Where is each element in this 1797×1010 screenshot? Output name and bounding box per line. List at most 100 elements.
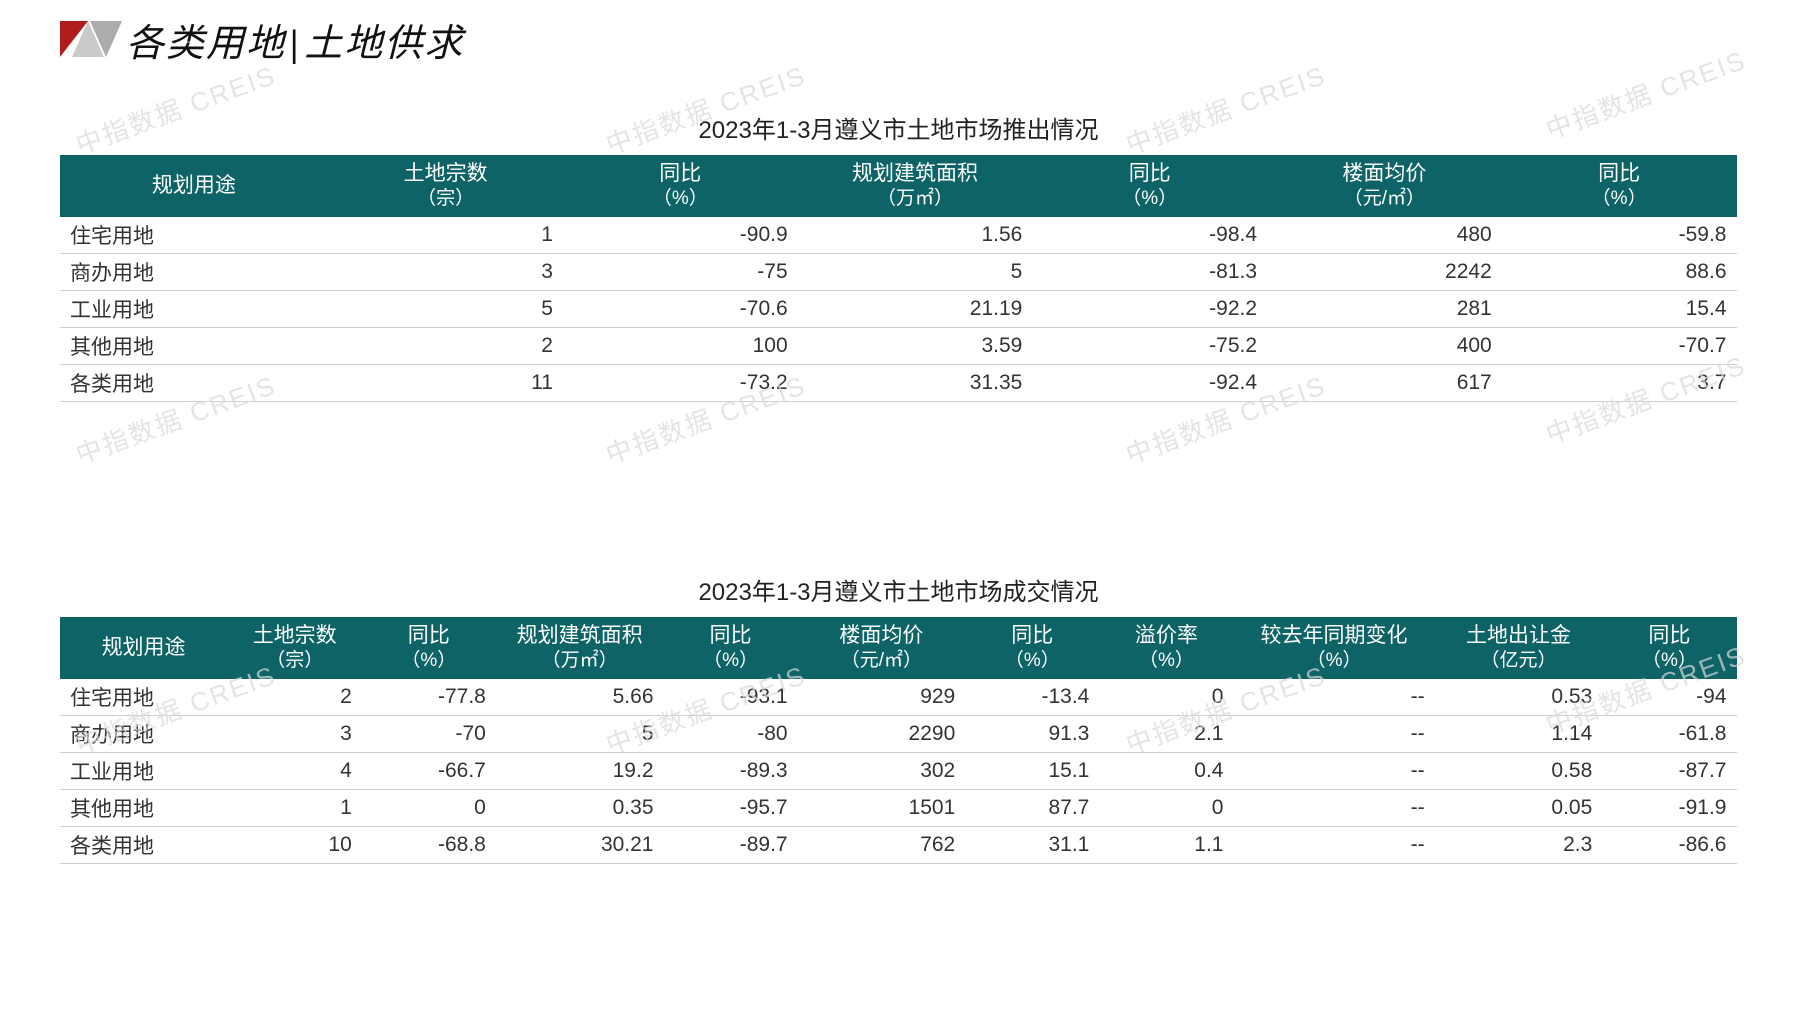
column-header: 同比（%） [1032, 155, 1267, 217]
cell-value: -13.4 [965, 679, 1099, 716]
table-row: 商办用地3-705-80229091.32.1--1.14-61.8 [60, 716, 1737, 753]
column-header-line1: 规划建筑面积 [517, 624, 643, 647]
column-header-line1: 土地宗数 [404, 162, 488, 185]
column-header-line2: （%） [668, 649, 793, 673]
cell-value: -94 [1602, 679, 1736, 716]
column-header: 同比（%） [664, 617, 798, 679]
column-header-line1: 土地出让金 [1466, 624, 1571, 647]
cell-value: -73.2 [563, 365, 798, 402]
row-label: 住宅用地 [60, 217, 328, 254]
cell-value: -77.8 [362, 679, 496, 716]
column-header: 规划建筑面积（万㎡） [798, 155, 1033, 217]
cell-value: 5.66 [496, 679, 664, 716]
table-row: 工业用地4-66.719.2-89.330215.10.4--0.58-87.7 [60, 753, 1737, 790]
table-row: 其他用地100.35-95.7150187.70--0.05-91.9 [60, 790, 1737, 827]
cell-value: 2 [228, 679, 362, 716]
column-header-line1: 溢价率 [1135, 624, 1198, 647]
column-header-line2: （%） [1607, 649, 1732, 673]
cell-value: 21.19 [798, 291, 1033, 328]
column-header: 同比（%） [965, 617, 1099, 679]
column-header: 同比（%） [1502, 155, 1737, 217]
cell-value: 0.05 [1435, 790, 1603, 827]
table-row: 住宅用地2-77.85.66-93.1929-13.40--0.53-94 [60, 679, 1737, 716]
cell-value: -98.4 [1032, 217, 1267, 254]
page-title: 各类用地|土地供求 [126, 12, 464, 67]
cell-value: -- [1233, 716, 1434, 753]
cell-value: 3 [228, 716, 362, 753]
cell-value: -70 [362, 716, 496, 753]
watermark-text: 中指数据 CREIS [70, 55, 281, 162]
cell-value: 1 [228, 790, 362, 827]
row-label: 商办用地 [60, 254, 328, 291]
column-header: 同比（%） [362, 617, 496, 679]
cell-value: 617 [1267, 365, 1502, 402]
column-header-line2: （%） [567, 187, 793, 211]
column-header-line2: （宗） [232, 649, 357, 673]
cell-value: 0 [1099, 790, 1233, 827]
cell-value: 2.1 [1099, 716, 1233, 753]
table-row: 工业用地5-70.621.19-92.228115.4 [60, 291, 1737, 328]
column-header-line1: 同比 [1011, 624, 1053, 647]
cell-value: -61.8 [1602, 716, 1736, 753]
cell-value: 0.35 [496, 790, 664, 827]
column-header-line2: （%） [366, 649, 491, 673]
title-right: 土地供求 [304, 23, 464, 65]
page-header: 各类用地|土地供求 [60, 0, 1737, 70]
row-label: 工业用地 [60, 291, 328, 328]
cell-value: 2 [328, 328, 563, 365]
column-header-line1: 规划用途 [152, 174, 236, 197]
table-row: 住宅用地1-90.91.56-98.4480-59.8 [60, 217, 1737, 254]
cell-value: -80 [664, 716, 798, 753]
cell-value: -- [1233, 679, 1434, 716]
cell-value: 30.21 [496, 827, 664, 864]
cell-value: 3.7 [1502, 365, 1737, 402]
cell-value: -- [1233, 753, 1434, 790]
column-header-line2: （万㎡） [500, 649, 659, 673]
column-header: 同比（%） [1602, 617, 1736, 679]
cell-value: -91.9 [1602, 790, 1736, 827]
cell-value: -86.6 [1602, 827, 1736, 864]
column-header-line1: 规划用途 [102, 636, 186, 659]
table1-title: 2023年1-3月遵义市土地市场推出情况 [60, 110, 1737, 145]
cell-value: 3 [328, 254, 563, 291]
column-header: 规划用途 [60, 617, 228, 679]
cell-value: 91.3 [965, 716, 1099, 753]
row-label: 各类用地 [60, 827, 228, 864]
cell-value: 2290 [798, 716, 966, 753]
column-header-line1: 土地宗数 [253, 624, 337, 647]
cell-value: 87.7 [965, 790, 1099, 827]
row-label: 工业用地 [60, 753, 228, 790]
spacer [60, 402, 1737, 532]
cell-value: 302 [798, 753, 966, 790]
cell-value: -95.7 [664, 790, 798, 827]
cell-value: 88.6 [1502, 254, 1737, 291]
cell-value: 762 [798, 827, 966, 864]
column-header: 楼面均价（元/㎡） [798, 617, 966, 679]
cell-value: -89.3 [664, 753, 798, 790]
cell-value: 0.58 [1435, 753, 1603, 790]
table-row: 各类用地11-73.231.35-92.46173.7 [60, 365, 1737, 402]
cell-value: -68.8 [362, 827, 496, 864]
title-separator: | [290, 23, 300, 65]
cell-value: 5 [328, 291, 563, 328]
table2-title: 2023年1-3月遵义市土地市场成交情况 [60, 572, 1737, 607]
cell-value: 0 [1099, 679, 1233, 716]
cell-value: 1501 [798, 790, 966, 827]
cell-value: 5 [496, 716, 664, 753]
cell-value: -75.2 [1032, 328, 1267, 365]
cell-value: -87.7 [1602, 753, 1736, 790]
cell-value: 1 [328, 217, 563, 254]
column-header-line2: （元/㎡） [802, 649, 961, 673]
cell-value: 4 [228, 753, 362, 790]
title-left: 各类用地 [126, 23, 286, 65]
column-header-line2: （元/㎡） [1272, 187, 1498, 211]
cell-value: 3.59 [798, 328, 1033, 365]
table-land-transaction: 规划用途土地宗数（宗）同比（%）规划建筑面积（万㎡）同比（%）楼面均价（元/㎡）… [60, 617, 1737, 864]
column-header: 同比（%） [563, 155, 798, 217]
cell-value: -93.1 [664, 679, 798, 716]
column-header-line1: 同比 [1129, 162, 1171, 185]
cell-value: 929 [798, 679, 966, 716]
column-header: 土地宗数（宗） [228, 617, 362, 679]
cell-value: 281 [1267, 291, 1502, 328]
watermark-text: 中指数据 CREIS [600, 55, 811, 162]
